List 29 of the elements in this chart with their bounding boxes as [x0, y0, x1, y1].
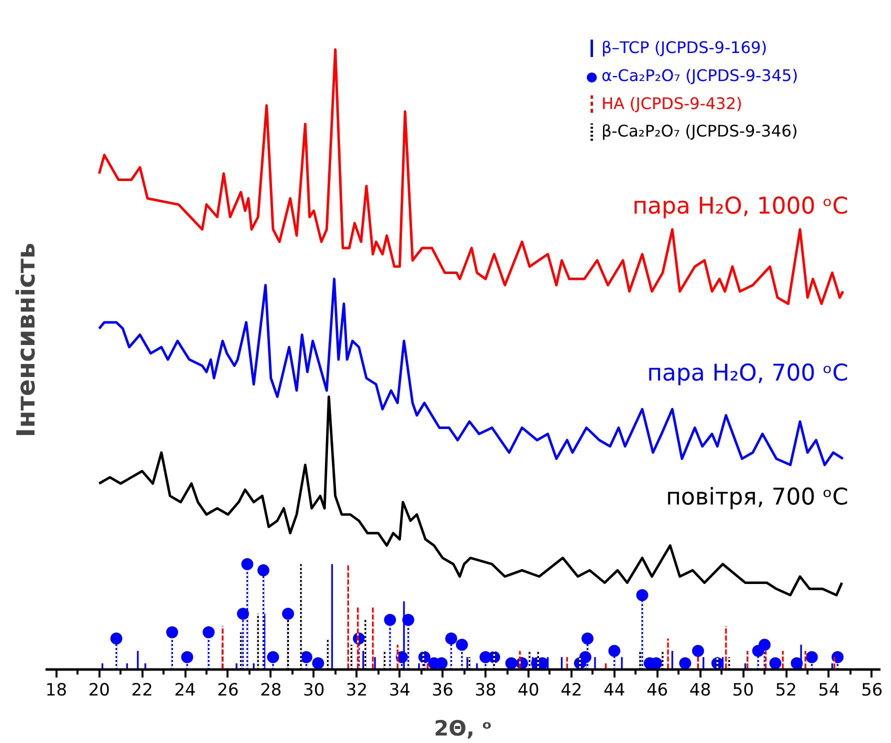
y-axis-title: Інтенсивність — [12, 242, 40, 438]
legend-label: HA (JCPDS-9-432) — [601, 94, 742, 113]
legend-label: β-Ca₂P₂O₇ (JCPDS-9-346) — [601, 122, 798, 141]
series-label: пара H₂O, 1000 ᵒC — [632, 193, 848, 220]
series-label: повітря, 700 ᵒC — [666, 484, 848, 511]
x-tick-label: 34 — [388, 680, 410, 700]
x-tick-label: 54 — [818, 680, 840, 700]
x-tick-label: 44 — [604, 680, 626, 700]
x-tick-label: 46 — [646, 680, 668, 700]
x-tick-label: 26 — [217, 680, 239, 700]
x-tick-label: 20 — [88, 680, 110, 700]
series-label: пара H₂O, 700 ᵒC — [647, 360, 848, 387]
legend-label: α-Ca₂P₂O₇ (JCPDS-9-345) — [601, 66, 798, 85]
x-tick-label: 22 — [131, 680, 153, 700]
legend-label: β–TCP (JCPDS-9-169) — [601, 38, 768, 57]
x-tick-label: 48 — [689, 680, 712, 700]
x-tick-label: 38 — [474, 680, 496, 700]
x-tick-label: 30 — [303, 680, 325, 700]
x-tick-label: 36 — [432, 680, 454, 700]
x-tick-label: 28 — [260, 680, 282, 700]
x-tick-label: 42 — [560, 680, 582, 700]
x-axis-title: 2Θ, ᵒ — [434, 716, 492, 740]
x-tick-label: 50 — [732, 680, 754, 700]
x-tick-label: 32 — [346, 680, 368, 700]
x-tick-label: 18 — [45, 680, 68, 700]
x-tick-label: 40 — [518, 680, 540, 700]
x-tick-label: 24 — [174, 680, 196, 700]
x-tick-label: 52 — [775, 680, 797, 700]
x-tick-label: 56 — [861, 680, 883, 700]
